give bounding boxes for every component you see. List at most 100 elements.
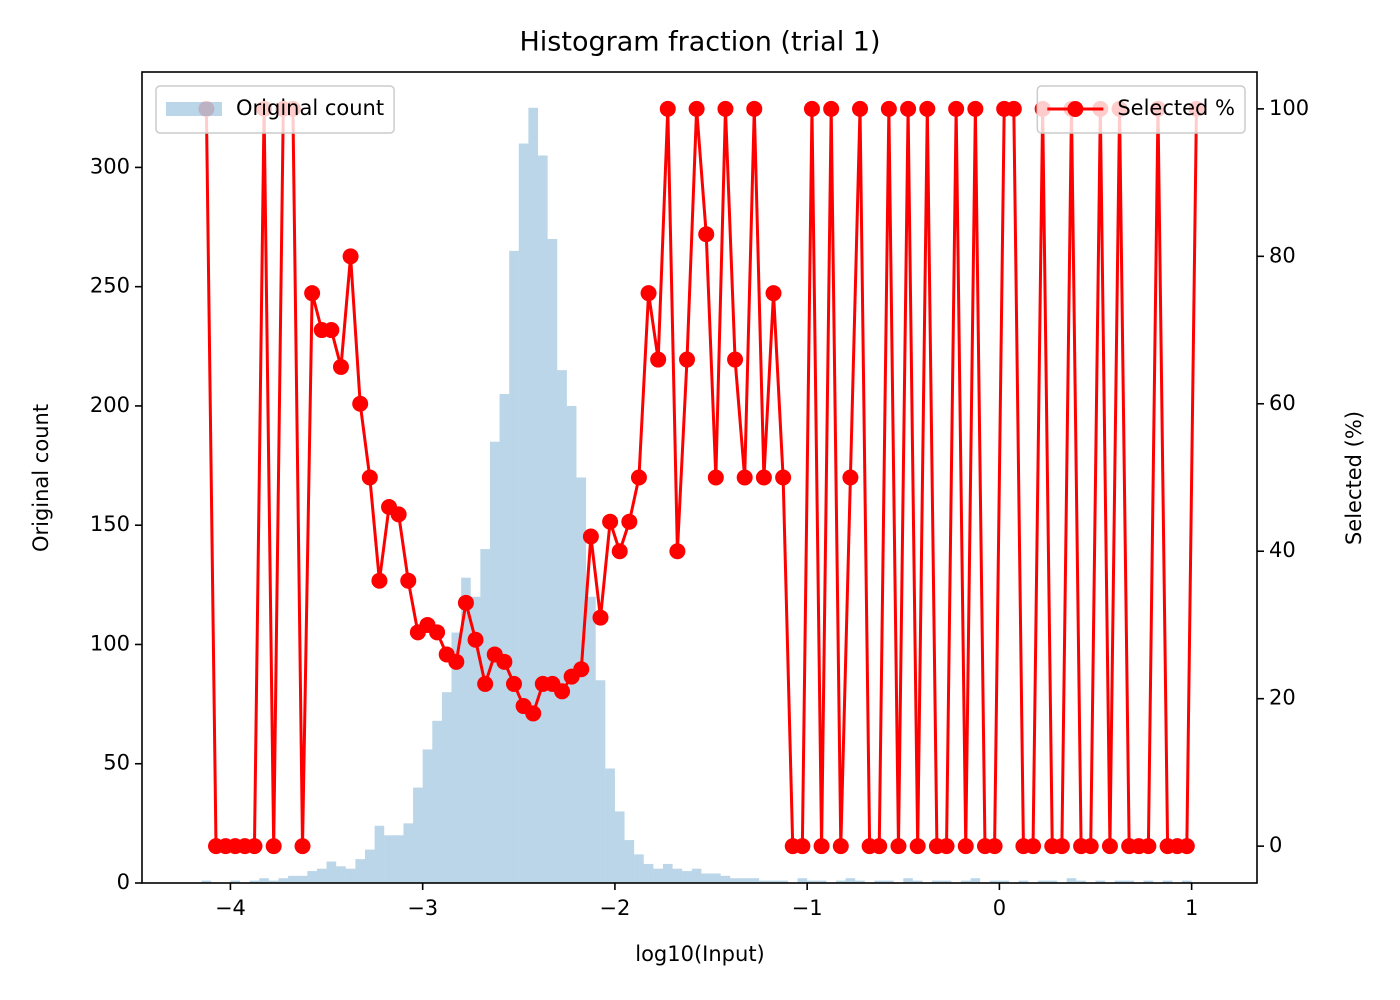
marker xyxy=(621,513,638,530)
marker xyxy=(765,285,782,302)
legend-label: Original count xyxy=(236,96,384,120)
y-tick-label: 200 xyxy=(90,393,130,417)
histogram-bar xyxy=(538,155,548,883)
marker xyxy=(746,100,763,117)
histogram-bar xyxy=(778,880,788,883)
marker xyxy=(659,100,676,117)
y-tick-label: 250 xyxy=(90,274,130,298)
histogram-bar xyxy=(730,878,740,883)
y-tick-label: 100 xyxy=(90,631,130,655)
histogram-bar xyxy=(634,854,644,883)
y-tick-label: 150 xyxy=(90,512,130,536)
marker xyxy=(688,100,705,117)
marker xyxy=(957,838,974,855)
y-tick-label: 50 xyxy=(103,751,130,775)
histogram-bar xyxy=(297,875,308,883)
y2-tick-label: 60 xyxy=(1269,391,1296,415)
histogram-bar xyxy=(595,680,606,883)
histogram-bar xyxy=(970,878,981,883)
marker xyxy=(611,543,628,560)
histogram-bar xyxy=(768,880,779,883)
histogram-bar xyxy=(884,880,894,883)
marker xyxy=(457,594,474,611)
x-tick-label: −3 xyxy=(407,896,438,920)
x-axis-label: log10(Input) xyxy=(635,942,765,966)
legend: Original count xyxy=(155,85,395,134)
histogram-bar xyxy=(374,825,385,883)
marker xyxy=(698,226,715,243)
marker xyxy=(573,661,590,678)
histogram-bar xyxy=(605,768,615,883)
marker xyxy=(323,322,340,339)
histogram-bar xyxy=(960,880,971,883)
marker xyxy=(630,469,647,486)
marker xyxy=(602,513,619,530)
marker xyxy=(842,469,859,486)
marker xyxy=(727,351,744,368)
histogram-bar xyxy=(672,868,683,883)
histogram-bar xyxy=(797,878,808,883)
legend-patch xyxy=(166,102,222,116)
x-tick-label: 0 xyxy=(993,896,1006,920)
histogram-bar xyxy=(451,632,462,883)
histogram-bar xyxy=(403,823,414,883)
histogram-bar xyxy=(682,871,692,883)
marker xyxy=(304,285,321,302)
marker xyxy=(496,653,513,670)
marker xyxy=(1025,838,1042,855)
marker xyxy=(938,838,955,855)
legend-box xyxy=(1036,85,1246,134)
histogram-bar xyxy=(1182,880,1192,883)
marker xyxy=(505,675,522,692)
histogram-bar xyxy=(230,880,241,883)
y-tick-label: 300 xyxy=(90,154,130,178)
histogram-bar xyxy=(643,863,654,883)
marker xyxy=(1178,838,1195,855)
marker xyxy=(400,572,417,589)
marker xyxy=(582,528,599,545)
histogram-bar xyxy=(739,878,750,883)
histogram-bar xyxy=(749,878,760,883)
marker xyxy=(813,838,830,855)
marker xyxy=(592,609,609,626)
marker xyxy=(919,100,936,117)
marker xyxy=(332,358,349,375)
x-tick-label: −1 xyxy=(792,896,823,920)
histogram-bar xyxy=(624,840,635,883)
marker xyxy=(775,469,792,486)
histogram-bar xyxy=(691,868,702,883)
histogram-bar xyxy=(326,861,337,883)
marker xyxy=(803,100,820,117)
marker xyxy=(640,285,657,302)
histogram-bar xyxy=(432,720,442,883)
marker xyxy=(477,675,494,692)
histogram-bar xyxy=(336,866,346,883)
marker xyxy=(265,838,282,855)
y-tick-label: 0 xyxy=(117,870,130,894)
histogram-bar xyxy=(1047,880,1058,883)
marker xyxy=(467,631,484,648)
histogram-bar xyxy=(422,749,433,883)
histogram-bar xyxy=(874,880,885,883)
histogram-bar xyxy=(1076,880,1086,883)
y2-axis-label: Selected (%) xyxy=(1342,411,1366,545)
marker xyxy=(890,838,907,855)
histogram-bar xyxy=(441,692,452,883)
histogram-bar xyxy=(759,880,769,883)
marker xyxy=(1140,838,1157,855)
histogram-bar xyxy=(518,143,529,883)
marker xyxy=(909,838,926,855)
marker xyxy=(871,838,888,855)
histogram-bar xyxy=(1066,878,1077,883)
histogram-bar xyxy=(547,238,558,883)
histogram-bar xyxy=(720,875,731,883)
histogram-bar xyxy=(480,549,490,883)
histogram-bar xyxy=(807,880,817,883)
legend: Selected % xyxy=(1036,85,1246,134)
axes-frame xyxy=(141,71,1258,884)
marker xyxy=(371,572,388,589)
histogram-bar xyxy=(345,868,356,883)
marker xyxy=(679,351,696,368)
marker xyxy=(669,543,686,560)
legend-marker xyxy=(1067,101,1084,117)
